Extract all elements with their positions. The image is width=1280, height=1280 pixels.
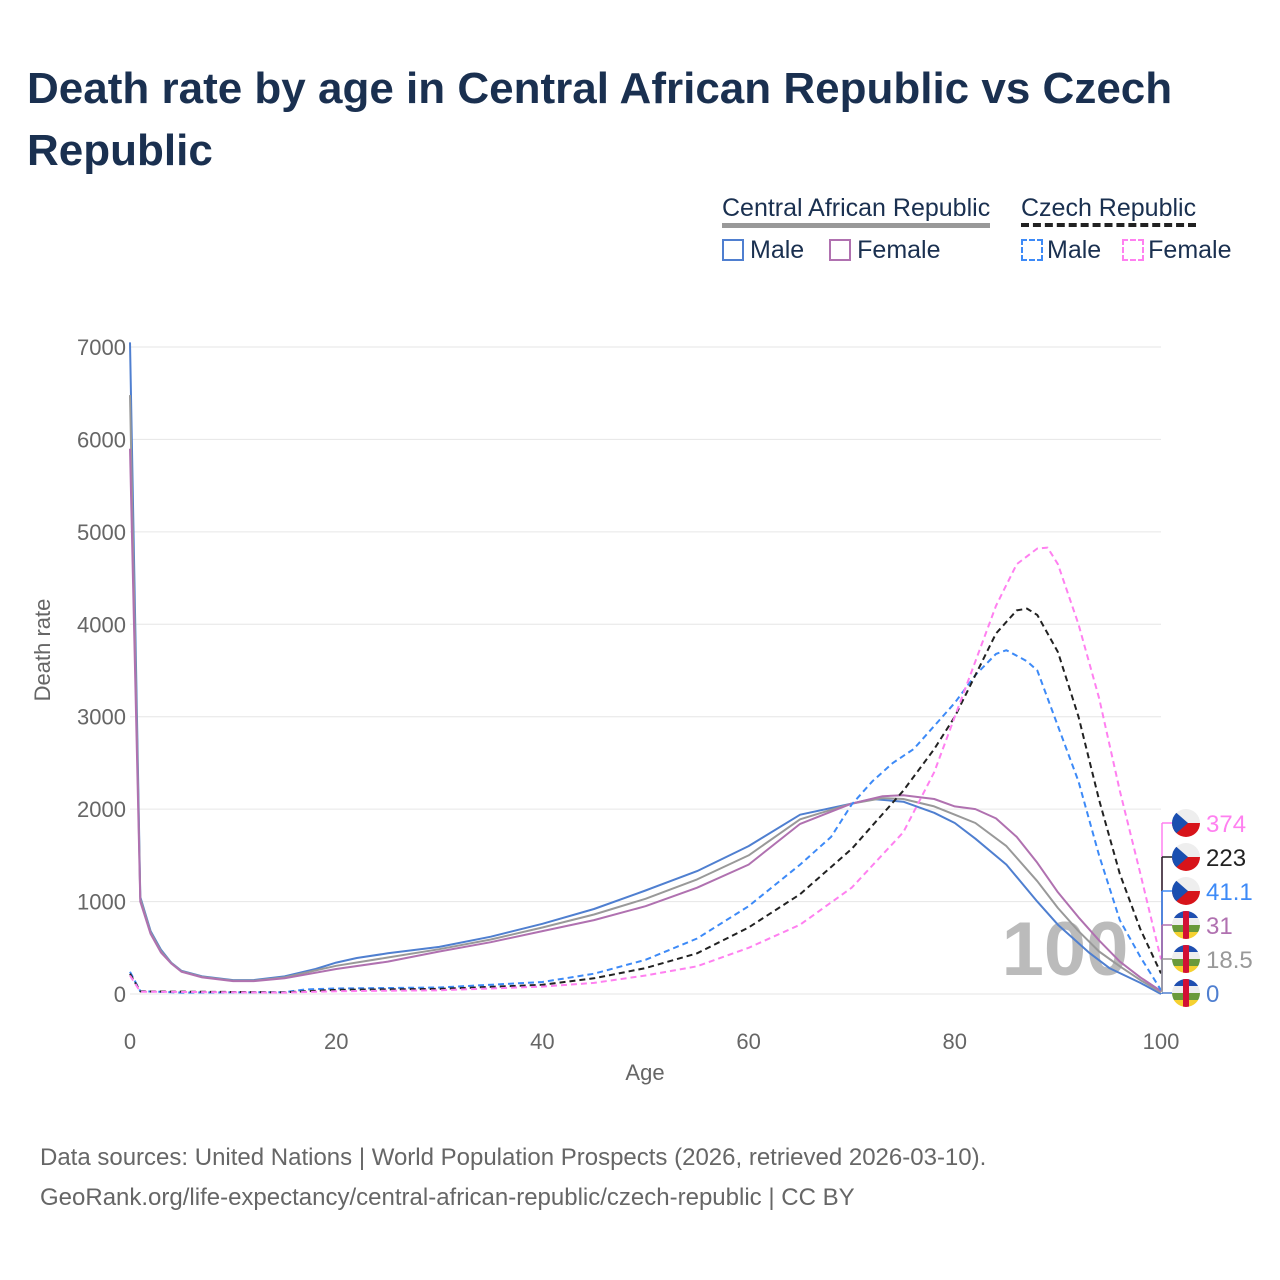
x-tick-label: 20 xyxy=(324,1029,348,1054)
legend-item-cz-male[interactable]: Male xyxy=(1021,236,1101,264)
end-value-label: 18.5 xyxy=(1206,947,1253,974)
legend-group-title: Central African Republic xyxy=(722,194,991,228)
y-tick-label: 7000 xyxy=(77,335,126,360)
y-tick-label: 1000 xyxy=(77,890,126,915)
x-tick-label: 40 xyxy=(530,1029,554,1054)
x-tick-label: 0 xyxy=(124,1029,136,1054)
legend-item-caf-female[interactable]: Female xyxy=(829,236,941,264)
series-line xyxy=(129,395,1162,994)
x-tick-label: 100 xyxy=(1143,1029,1180,1054)
y-tick-label: 3000 xyxy=(77,705,126,730)
end-value-label: 41.1 xyxy=(1206,879,1253,906)
source-link[interactable]: GeoRank.org/life-expectancy/central-afri… xyxy=(40,1184,855,1211)
legend-item-cz-female[interactable]: Female xyxy=(1122,236,1232,264)
source-line: Data sources: United Nations | World Pop… xyxy=(40,1144,987,1171)
legend-group-cz: Czech Republic xyxy=(1021,194,1197,227)
legend-label: Female xyxy=(1148,236,1232,264)
legend-label: Male xyxy=(750,236,805,264)
y-axis-label: Death rate xyxy=(30,599,55,702)
car-flag-icon xyxy=(1172,945,1200,973)
x-tick-label: 60 xyxy=(736,1029,760,1054)
x-tick-label: 80 xyxy=(943,1029,967,1054)
x-axis-label: Age xyxy=(625,1060,664,1085)
legend-caf-items: Male Female xyxy=(722,236,941,265)
car-flag-icon xyxy=(1172,911,1200,939)
legend-label: Female xyxy=(857,236,941,264)
chart-title: Death rate by age in Central African Rep… xyxy=(27,64,1173,175)
y-tick-label: 2000 xyxy=(77,797,126,822)
car-flag-icon xyxy=(1172,979,1200,1007)
czech-flag-icon xyxy=(1172,809,1200,837)
legend-swatch xyxy=(722,239,744,261)
legend-cz-items: Male Female xyxy=(1021,236,1232,265)
legend-swatch xyxy=(829,239,852,261)
series-line xyxy=(129,607,1162,994)
end-value-label: 31 xyxy=(1206,913,1233,940)
y-tick-label: 5000 xyxy=(77,520,126,545)
legend-item-caf-male[interactable]: Male xyxy=(722,236,804,264)
series-line xyxy=(129,448,1162,992)
legend-swatch xyxy=(1122,239,1145,261)
y-tick-label: 4000 xyxy=(77,612,126,637)
end-value-label: 223 xyxy=(1206,845,1246,872)
legend-label: Male xyxy=(1047,236,1102,264)
y-tick-label: 6000 xyxy=(77,427,126,452)
source-note: Data sources: United Nations | World Pop… xyxy=(40,1138,986,1218)
series-line xyxy=(129,546,1162,994)
end-value-label: 374 xyxy=(1206,811,1246,838)
series-line xyxy=(129,342,1162,995)
czech-flag-icon xyxy=(1172,877,1200,905)
end-value-label: 0 xyxy=(1206,981,1219,1008)
legend-swatch xyxy=(1021,239,1043,261)
legend-group-title: Czech Republic xyxy=(1021,194,1197,227)
year-watermark: 100 xyxy=(1002,907,1129,992)
legend-group-caf: Central African Republic xyxy=(722,194,991,228)
y-tick-label: 0 xyxy=(114,982,126,1007)
czech-flag-icon xyxy=(1172,843,1200,871)
series-line xyxy=(129,649,1162,994)
